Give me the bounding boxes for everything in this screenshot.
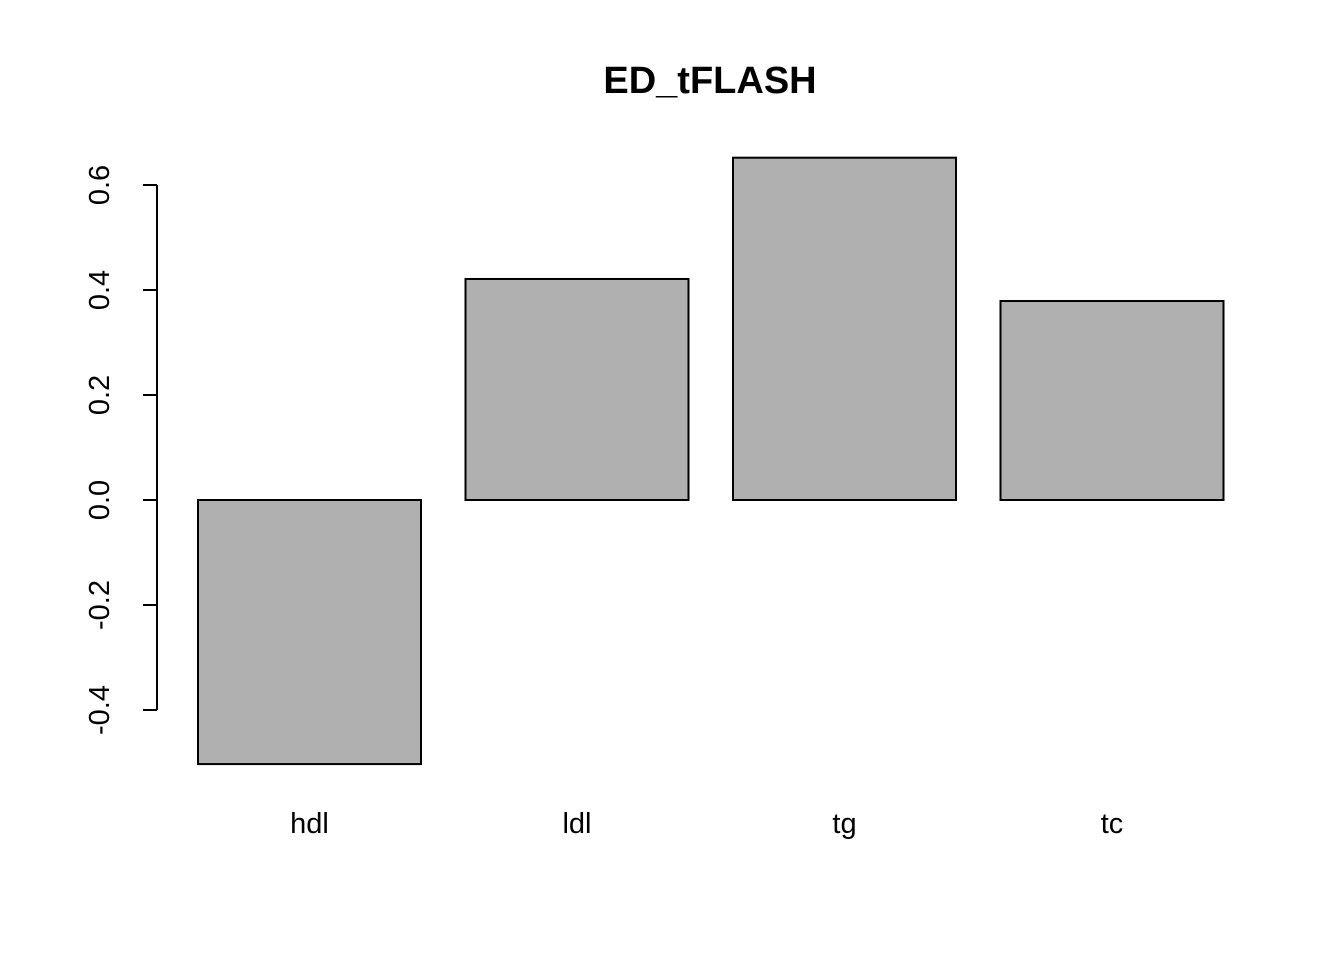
x-axis-labels: hdl ldl tg tc <box>290 808 1123 840</box>
bar-tg <box>732 156 957 501</box>
y-tick-label: -0.4 <box>84 685 116 735</box>
y-tick-label: 0.4 <box>84 270 116 310</box>
bar-ldl <box>464 277 690 501</box>
y-tick-label: -0.2 <box>84 580 116 630</box>
x-tick-label-ldl: ldl <box>562 808 591 840</box>
x-tick-label-tg: tg <box>832 808 856 840</box>
y-tick-label: 0.6 <box>84 165 116 205</box>
chart-title: ED_tFLASH <box>603 60 816 102</box>
bars-group <box>197 156 1225 766</box>
y-tick-label: 0.2 <box>84 375 116 415</box>
x-tick-label-tc: tc <box>1101 808 1124 840</box>
y-axis: -0.4 -0.2 0.0 0.2 0.4 0.6 <box>84 165 158 735</box>
x-tick-label-hdl: hdl <box>290 808 329 840</box>
bar-hdl <box>197 499 422 766</box>
y-tick-label: 0.0 <box>84 480 116 520</box>
bar-tc <box>999 300 1225 501</box>
